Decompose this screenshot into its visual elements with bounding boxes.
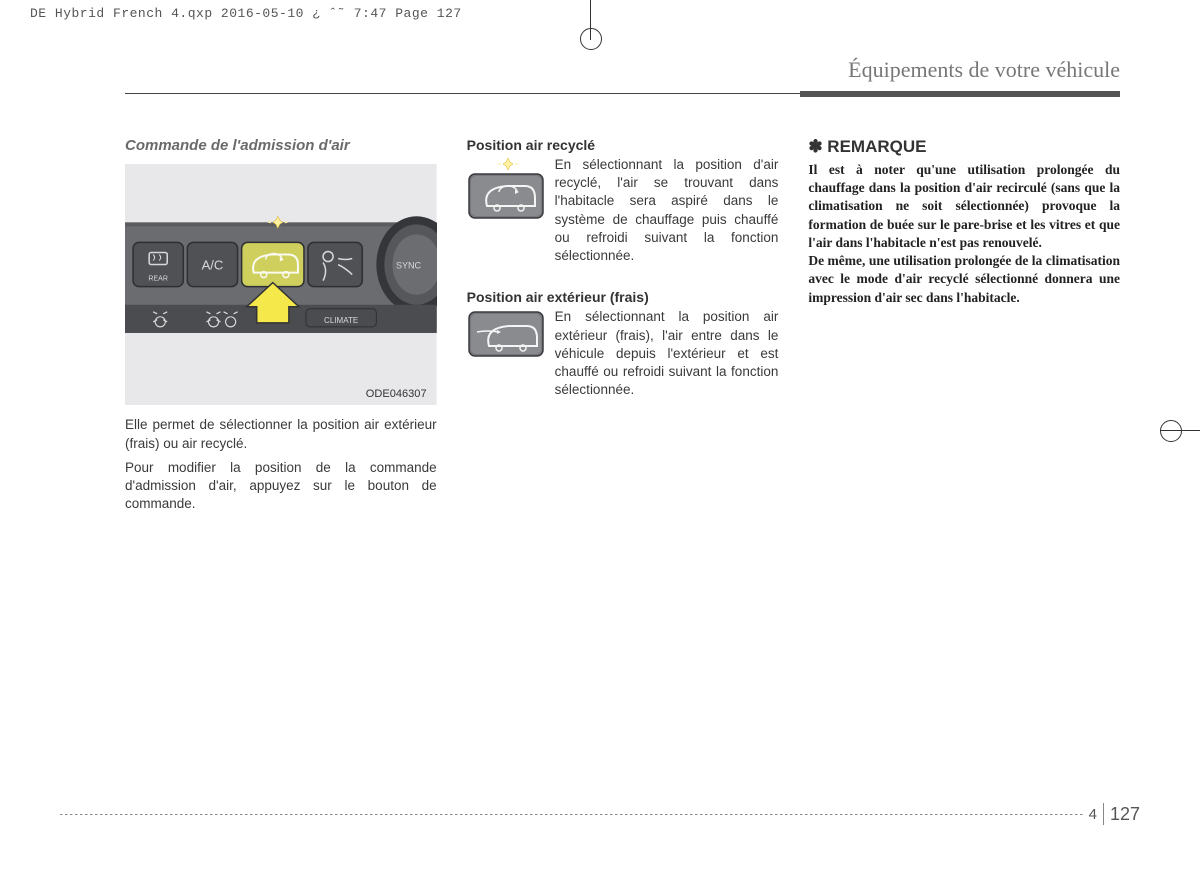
col2-sub2: Position air extérieur (frais) (467, 289, 779, 305)
crop-mark-top (590, 0, 610, 40)
rule-thin (125, 93, 800, 97)
figure-ref: ODE046307 (366, 388, 427, 400)
rule-thick (800, 91, 1120, 97)
footer-dashed-line (60, 814, 1083, 815)
col2-text1: En sélectionnant la position d'air recyc… (555, 156, 779, 265)
column-1: Commande de l'admission d'air REAR A/C (125, 137, 437, 519)
col2-sub1: Position air recyclé (467, 137, 779, 153)
fresh-icon (467, 308, 545, 405)
col1-heading: Commande de l'admission d'air (125, 137, 437, 154)
remark-p1: Il est à noter qu'une utilisation prolon… (808, 161, 1120, 252)
column-2: Position air recyclé (467, 137, 779, 519)
content-columns: Commande de l'admission d'air REAR A/C (0, 97, 1200, 519)
svg-text:CLIMATE: CLIMATE (324, 316, 359, 325)
col1-p1: Elle permet de sélectionner la position … (125, 416, 437, 452)
svg-text:REAR: REAR (148, 276, 168, 283)
svg-text:A/C: A/C (202, 258, 224, 273)
svg-text:SYNC: SYNC (396, 261, 422, 271)
col2-text2: En sélectionnant la position air extérie… (555, 308, 779, 399)
fresh-row: En sélectionnant la position air extérie… (467, 308, 779, 405)
col1-p2: Pour modifier la position de la commande… (125, 459, 437, 514)
page-number: 4 127 (1083, 803, 1140, 825)
page-num: 127 (1110, 804, 1140, 825)
column-3: ✽ REMARQUE Il est à noter qu'une utilisa… (808, 137, 1120, 519)
remark-heading: ✽ REMARQUE (808, 137, 1120, 157)
crop-mark-side (1160, 430, 1200, 450)
section-number: 4 (1089, 806, 1097, 823)
pagenum-divider (1103, 803, 1104, 825)
page-footer: 4 127 (60, 803, 1140, 825)
header-rule (125, 91, 1120, 97)
chapter-title: Équipements de votre véhicule (848, 57, 1120, 83)
recirc-row: En sélectionnant la position d'air recyc… (467, 156, 779, 271)
recirc-icon (467, 156, 545, 271)
remark-p2: De même, une utilisation prolongée de la… (808, 252, 1120, 307)
climate-control-figure: REAR A/C (125, 164, 437, 405)
